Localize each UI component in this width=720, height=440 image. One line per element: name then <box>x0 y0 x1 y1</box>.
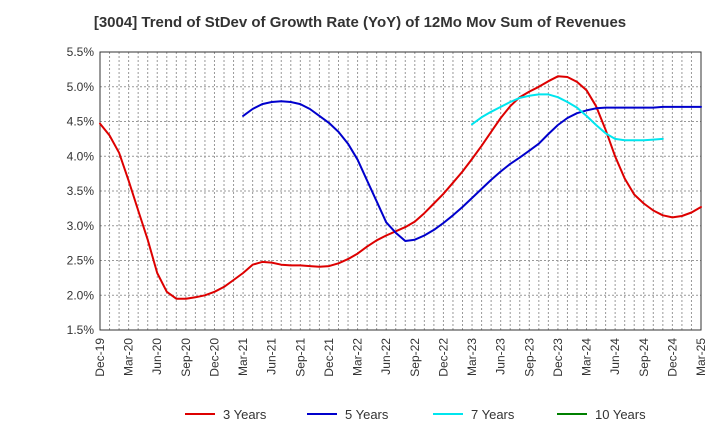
x-tick-label: Mar-20 <box>122 338 136 376</box>
x-tick-label: Sep-23 <box>522 338 536 377</box>
x-tick-label: Jun-22 <box>379 338 393 375</box>
x-tick-label: Dec-22 <box>436 338 450 377</box>
y-tick-label: 4.5% <box>67 115 95 129</box>
y-tick-label: 3.5% <box>67 184 95 198</box>
x-tick-label: Jun-24 <box>608 338 622 375</box>
x-tick-label: Mar-25 <box>694 338 708 376</box>
legend-label-7-years: 7 Years <box>471 407 515 422</box>
y-tick-label: 2.0% <box>67 288 95 302</box>
x-tick-label: Sep-22 <box>408 338 422 377</box>
x-tick-label: Jun-21 <box>265 338 279 375</box>
y-tick-label: 4.0% <box>67 149 95 163</box>
x-tick-label: Mar-22 <box>351 338 365 376</box>
y-tick-label: 5.0% <box>67 80 95 94</box>
legend-label-5-years: 5 Years <box>345 407 389 422</box>
series-line-7-years <box>471 93 664 142</box>
x-tick-label: Sep-24 <box>637 338 651 377</box>
x-tick-label: Sep-21 <box>293 338 307 377</box>
x-tick-label: Mar-21 <box>236 338 250 376</box>
y-tick-label: 2.5% <box>67 254 95 268</box>
x-tick-label: Dec-20 <box>207 338 221 377</box>
plot-frame <box>99 51 702 331</box>
x-tick-label: Dec-21 <box>322 338 336 377</box>
x-tick-label: Mar-24 <box>580 338 594 376</box>
x-tick-label: Mar-23 <box>465 338 479 376</box>
y-tick-label: 3.0% <box>67 219 95 233</box>
series-line-3-years <box>99 75 702 300</box>
series-line-5-years <box>242 100 702 242</box>
x-tick-label: Sep-20 <box>179 338 193 377</box>
chart-title: [3004] Trend of StDev of Growth Rate (Yo… <box>93 14 627 31</box>
x-tick-label: Jun-23 <box>494 338 508 375</box>
legend-label-10-years: 10 Years <box>595 407 646 422</box>
legend-label-3-years: 3 Years <box>223 407 267 422</box>
y-tick-label: 5.5% <box>67 45 95 59</box>
y-tick-label: 1.5% <box>67 323 95 337</box>
x-tick-label: Jun-20 <box>150 338 164 375</box>
x-tick-label: Dec-23 <box>551 338 565 377</box>
x-tick-label: Dec-24 <box>665 338 679 377</box>
x-tick-label: Dec-19 <box>93 338 107 377</box>
